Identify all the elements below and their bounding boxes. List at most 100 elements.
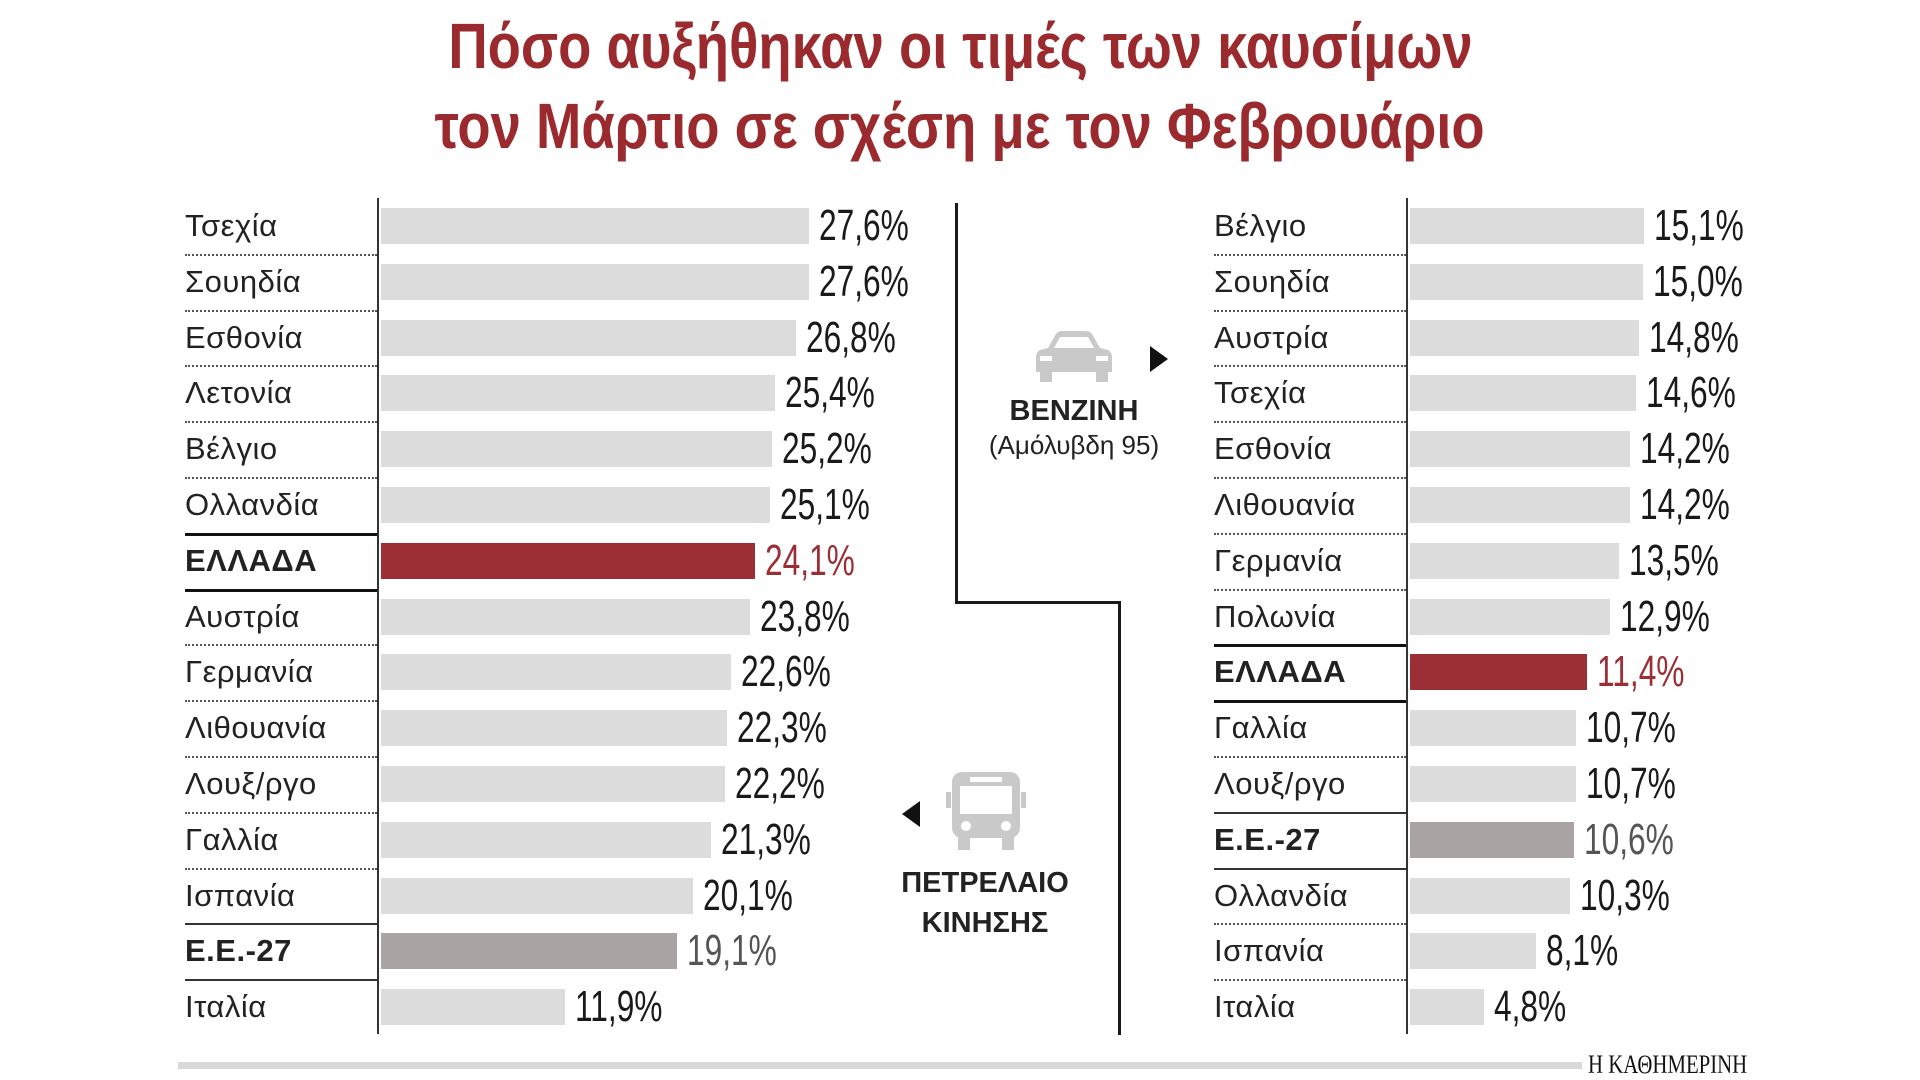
category-label: Αυστρία <box>185 598 300 634</box>
bar <box>381 319 797 356</box>
arrow-right-icon <box>1150 346 1168 372</box>
value-label: 22,6% <box>741 647 832 697</box>
axis-line <box>1406 198 1408 1034</box>
bar-row: Γερμανία 22,6% <box>185 644 831 699</box>
bar-row: Βέλγιο 15,1% <box>1214 198 1814 253</box>
bar <box>1410 208 1645 244</box>
category-label: Λουξ/ργο <box>1214 766 1346 801</box>
bar-row: Ιταλία 11,9% <box>185 979 785 1034</box>
chart-subtitle: τον Μάρτιο σε σχέση με τον Φεβρουάριο <box>434 90 1486 162</box>
value-label: 27,6% <box>818 201 909 250</box>
value-label: 23,8% <box>759 591 850 641</box>
bar-row: Λιθουανία 22,3% <box>185 700 826 755</box>
row-separator <box>1214 979 1406 982</box>
bar-row: Σουηδία 15,0% <box>1214 254 1814 309</box>
row-separator <box>1214 923 1406 926</box>
category-label: Τσεχία <box>185 208 278 243</box>
row-separator <box>185 756 377 758</box>
bar-row: Τσεχία 27,6% <box>185 198 909 253</box>
bar <box>381 598 750 635</box>
value-label: 15,1% <box>1654 201 1744 250</box>
value-label: 14,2% <box>1640 424 1730 474</box>
divider-line <box>955 601 1121 604</box>
value-label: 15,0% <box>1652 256 1743 306</box>
bar <box>381 263 809 300</box>
bar <box>1410 989 1485 1026</box>
bar <box>381 877 693 914</box>
value-label: 26,8% <box>806 312 897 362</box>
row-separator <box>185 253 377 256</box>
bar-row: Ολλανδία 25,1% <box>185 477 870 532</box>
bar <box>381 989 566 1026</box>
bar <box>381 766 726 802</box>
value-label: 8,1% <box>1545 926 1618 976</box>
bar-row: Λουξ/ργο 10,7% <box>1214 756 1814 811</box>
bar <box>381 375 775 412</box>
category-label: Εσθονία <box>1214 431 1333 467</box>
category-label: Ε.Ε.-27 <box>1214 821 1321 857</box>
petrol-label: ΒΕΝΖΙΝΗ (Αμόλυβδη 95) <box>988 395 1160 460</box>
footer-rule <box>178 1062 1582 1069</box>
bar <box>381 710 727 747</box>
bar <box>1410 821 1575 858</box>
category-label: Λιθουανία <box>185 710 327 746</box>
bar-row: Λετονία 25,4% <box>185 365 875 420</box>
row-separator <box>1214 644 1406 648</box>
bar-row: Γαλλία 10,7% <box>1214 700 1814 755</box>
value-label: 11,4% <box>1596 647 1685 697</box>
row-separator <box>185 644 377 647</box>
divider-line <box>955 203 958 603</box>
value-label: 19,1% <box>687 926 777 976</box>
category-label: Σουηδία <box>185 263 302 299</box>
value-label: 24,1% <box>764 535 855 585</box>
bar <box>1410 263 1643 300</box>
value-label: 10,6% <box>1584 814 1675 864</box>
source-logo: Η ΚΑΘΗΜΕΡΙΝΗ <box>1588 1050 1748 1079</box>
bar-row: Πολωνία 12,9% <box>1214 589 1814 644</box>
value-label: 14,2% <box>1640 480 1730 529</box>
bar-row: Εσθονία 14,2% <box>1214 421 1814 476</box>
bar <box>381 821 712 858</box>
value-label: 25,1% <box>780 480 870 529</box>
bar-row: Γερμανία 13,5% <box>1214 533 1814 588</box>
category-label: Ολλανδία <box>185 487 320 522</box>
bar <box>1410 598 1610 635</box>
bar-row: Σουηδία 27,6% <box>185 254 909 309</box>
value-label: 14,8% <box>1649 312 1740 362</box>
category-label: Σουηδία <box>1214 263 1331 299</box>
bar <box>381 208 809 244</box>
value-label: 10,3% <box>1579 870 1670 920</box>
bar <box>1410 542 1620 579</box>
row-separator <box>185 700 377 703</box>
category-label: Τσεχία <box>1214 375 1307 411</box>
bar <box>381 487 771 523</box>
value-label: 13,5% <box>1629 535 1720 585</box>
bar <box>1410 319 1640 356</box>
value-label: 14,6% <box>1646 368 1737 418</box>
bar-row: Ε.Ε.-27 19,1% <box>185 923 785 978</box>
value-label: 27,6% <box>818 256 909 306</box>
category-label: ΕΛΛΑΔΑ <box>1214 654 1347 690</box>
bar-row: ΕΛΛΑΔΑ 24,1% <box>185 533 854 588</box>
row-separator <box>185 867 377 870</box>
bar <box>381 542 755 579</box>
category-label: Ιταλία <box>185 989 267 1025</box>
row-separator <box>185 923 377 926</box>
bar <box>1410 487 1631 523</box>
bar <box>1410 654 1587 691</box>
bus-icon <box>946 772 1026 850</box>
category-label: Γαλλία <box>185 821 279 857</box>
bar <box>1410 766 1576 802</box>
value-label: 4,8% <box>1494 982 1567 1032</box>
category-label: Γερμανία <box>1214 542 1343 578</box>
divider-line <box>1118 601 1121 1035</box>
row-separator <box>185 477 377 479</box>
bar <box>1410 431 1631 468</box>
value-label: 20,1% <box>702 870 793 920</box>
category-label: Εσθονία <box>185 319 304 355</box>
row-separator <box>1214 811 1406 814</box>
row-separator <box>185 811 377 814</box>
category-label: Λιθουανία <box>1214 487 1356 522</box>
row-separator <box>1214 309 1406 312</box>
bar <box>381 933 678 970</box>
